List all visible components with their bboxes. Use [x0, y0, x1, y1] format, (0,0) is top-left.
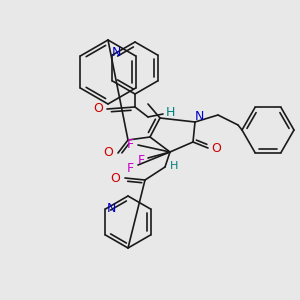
- Text: F: F: [126, 137, 134, 151]
- Text: H: H: [165, 106, 175, 118]
- Text: H: H: [170, 161, 178, 171]
- Text: N: N: [107, 202, 116, 215]
- Text: F: F: [126, 161, 134, 175]
- Text: N: N: [112, 46, 121, 59]
- Text: O: O: [103, 146, 113, 160]
- Text: N: N: [194, 110, 204, 124]
- Text: O: O: [93, 101, 103, 115]
- Text: F: F: [137, 154, 145, 167]
- Text: O: O: [110, 172, 120, 184]
- Text: O: O: [211, 142, 221, 154]
